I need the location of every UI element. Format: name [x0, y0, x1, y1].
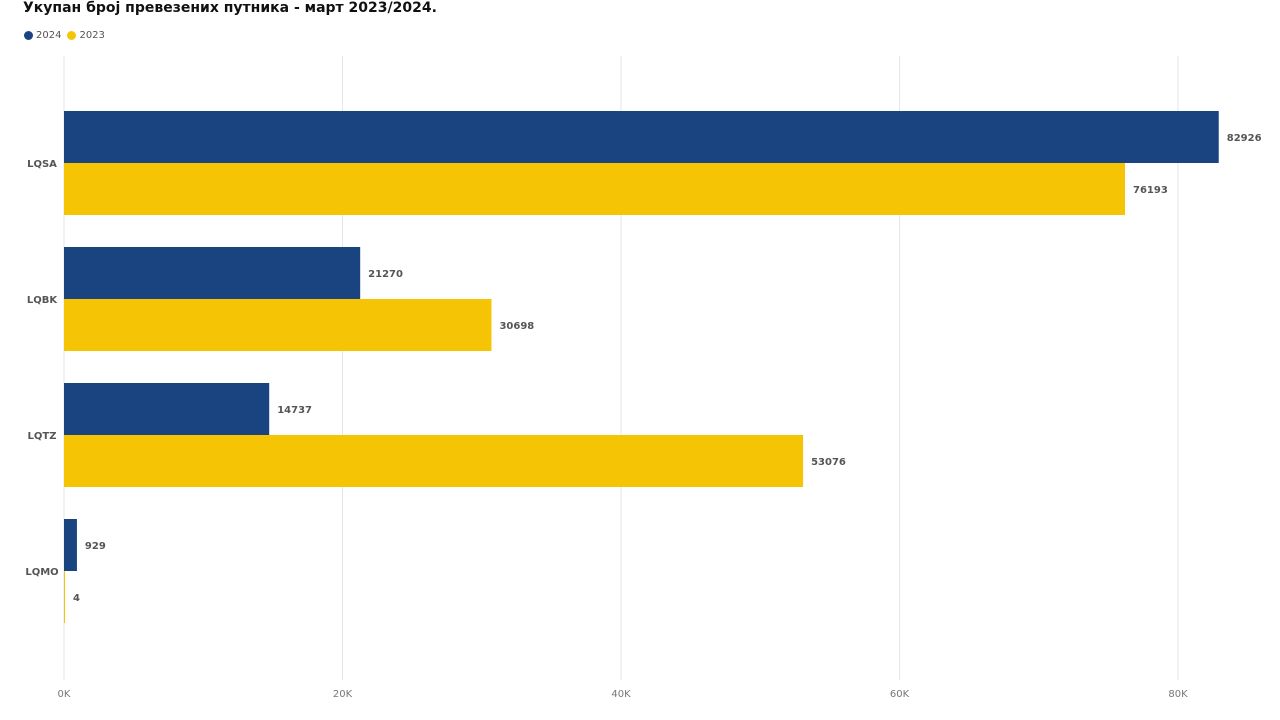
- data-label: 76193: [1133, 185, 1168, 196]
- bar-2023: [64, 163, 1125, 215]
- bar-2023: [64, 571, 65, 623]
- bar-2023: [64, 435, 804, 487]
- data-label: 929: [85, 541, 106, 552]
- legend-swatch-2023: [67, 31, 77, 40]
- category-label: LQSA: [27, 159, 57, 170]
- data-label: 53076: [811, 457, 846, 468]
- legend-swatch-2024: [24, 31, 33, 40]
- bar-2024: [64, 519, 77, 571]
- data-label: 4: [73, 593, 80, 604]
- x-tick-label: 40K: [611, 689, 631, 700]
- legend: 2024 2023: [24, 30, 105, 41]
- legend-item-2024[interactable]: 2024: [24, 30, 61, 41]
- bar-2024: [64, 247, 361, 299]
- bar-2024: [64, 383, 270, 435]
- category-label: LQMO: [25, 567, 58, 578]
- x-tick-label: 80K: [1168, 689, 1188, 700]
- data-label: 30698: [499, 321, 534, 332]
- data-label: 21270: [368, 269, 403, 280]
- legend-label-2023: 2023: [79, 30, 105, 41]
- category-label: LQBK: [27, 295, 58, 306]
- x-tick-label: 60K: [890, 689, 910, 700]
- bar-2023: [64, 299, 492, 351]
- bar-2024: [64, 111, 1219, 163]
- x-tick-label: 0K: [58, 689, 71, 700]
- legend-item-2023[interactable]: 2023: [67, 30, 105, 41]
- data-label: 82926: [1227, 133, 1262, 144]
- data-label: 14737: [277, 405, 312, 416]
- chart-title: Укупан број превезених путника - март 20…: [23, 0, 437, 16]
- x-tick-label: 20K: [333, 689, 353, 700]
- legend-label-2024: 2024: [36, 30, 62, 41]
- category-label: LQTZ: [28, 431, 57, 442]
